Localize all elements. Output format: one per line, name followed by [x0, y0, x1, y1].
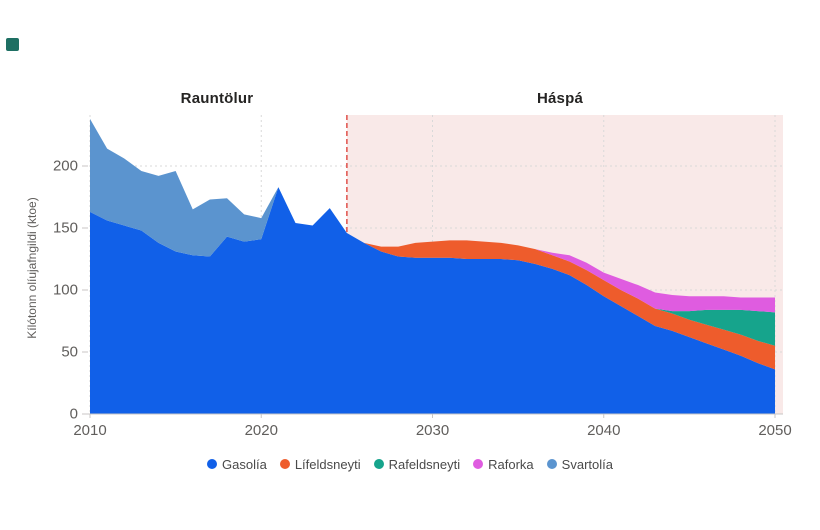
legend-item-svartolia[interactable]: Svartolía	[546, 456, 613, 472]
y-tick-label-100: 100	[52, 281, 78, 299]
legend-dot-raforka	[473, 459, 484, 469]
area-series-raforka[interactable]	[90, 187, 775, 313]
y-axis-title: Kílótonn olíujafngildi (ktoe)	[25, 197, 39, 339]
legend-dot-lifeldsneyti	[279, 459, 290, 469]
legend-dot-svartolia	[546, 459, 557, 469]
area-series-svartolia[interactable]	[90, 118, 775, 298]
y-tick-label-0: 0	[69, 405, 78, 423]
legend-dot-gasolia	[207, 459, 218, 469]
section-title-historical: Rauntölur	[180, 90, 254, 107]
legend-item-gasolia[interactable]: Gasolía	[207, 457, 267, 472]
x-tick-label-2050: 2050	[758, 422, 792, 439]
x-tick-label-2040: 2040	[587, 422, 621, 439]
legend-item-lifeldsneyti[interactable]: Lífeldsneyti	[279, 456, 361, 472]
y-tick-label-200: 200	[52, 157, 78, 175]
legend-label-gasolia: Gasolía	[222, 456, 267, 472]
area-series-gasolia[interactable]	[90, 187, 775, 414]
section-title-forecast: Háspá	[536, 90, 584, 107]
legend-item-raforka[interactable]: Raforka	[473, 457, 534, 472]
chart-legend: Gasolía Lífeldsneyti Rafeldsneyti Raforka Sv…	[0, 453, 820, 475]
x-tick-label-2010: 2010	[73, 422, 107, 439]
legend-item-rafeldsneyti[interactable]: Rafeldsneyti	[373, 456, 461, 472]
x-tick-label-2030: 2030	[415, 422, 450, 439]
y-tick-label-50: 50	[61, 343, 78, 361]
corner-accent-square	[6, 38, 19, 51]
legend-dot-rafeldsneyti	[373, 459, 384, 469]
y-tick-label-150: 150	[52, 219, 78, 237]
x-tick-label-2020: 2020	[244, 422, 278, 439]
legend-label-lifeldsneyti: Lífeldsneyti	[294, 456, 361, 472]
legend-label-svartolia: Svartolía	[561, 456, 613, 472]
legend-label-rafeldsneyti: Rafeldsneyti	[388, 456, 461, 472]
legend-label-raforka: Raforka	[488, 456, 534, 472]
